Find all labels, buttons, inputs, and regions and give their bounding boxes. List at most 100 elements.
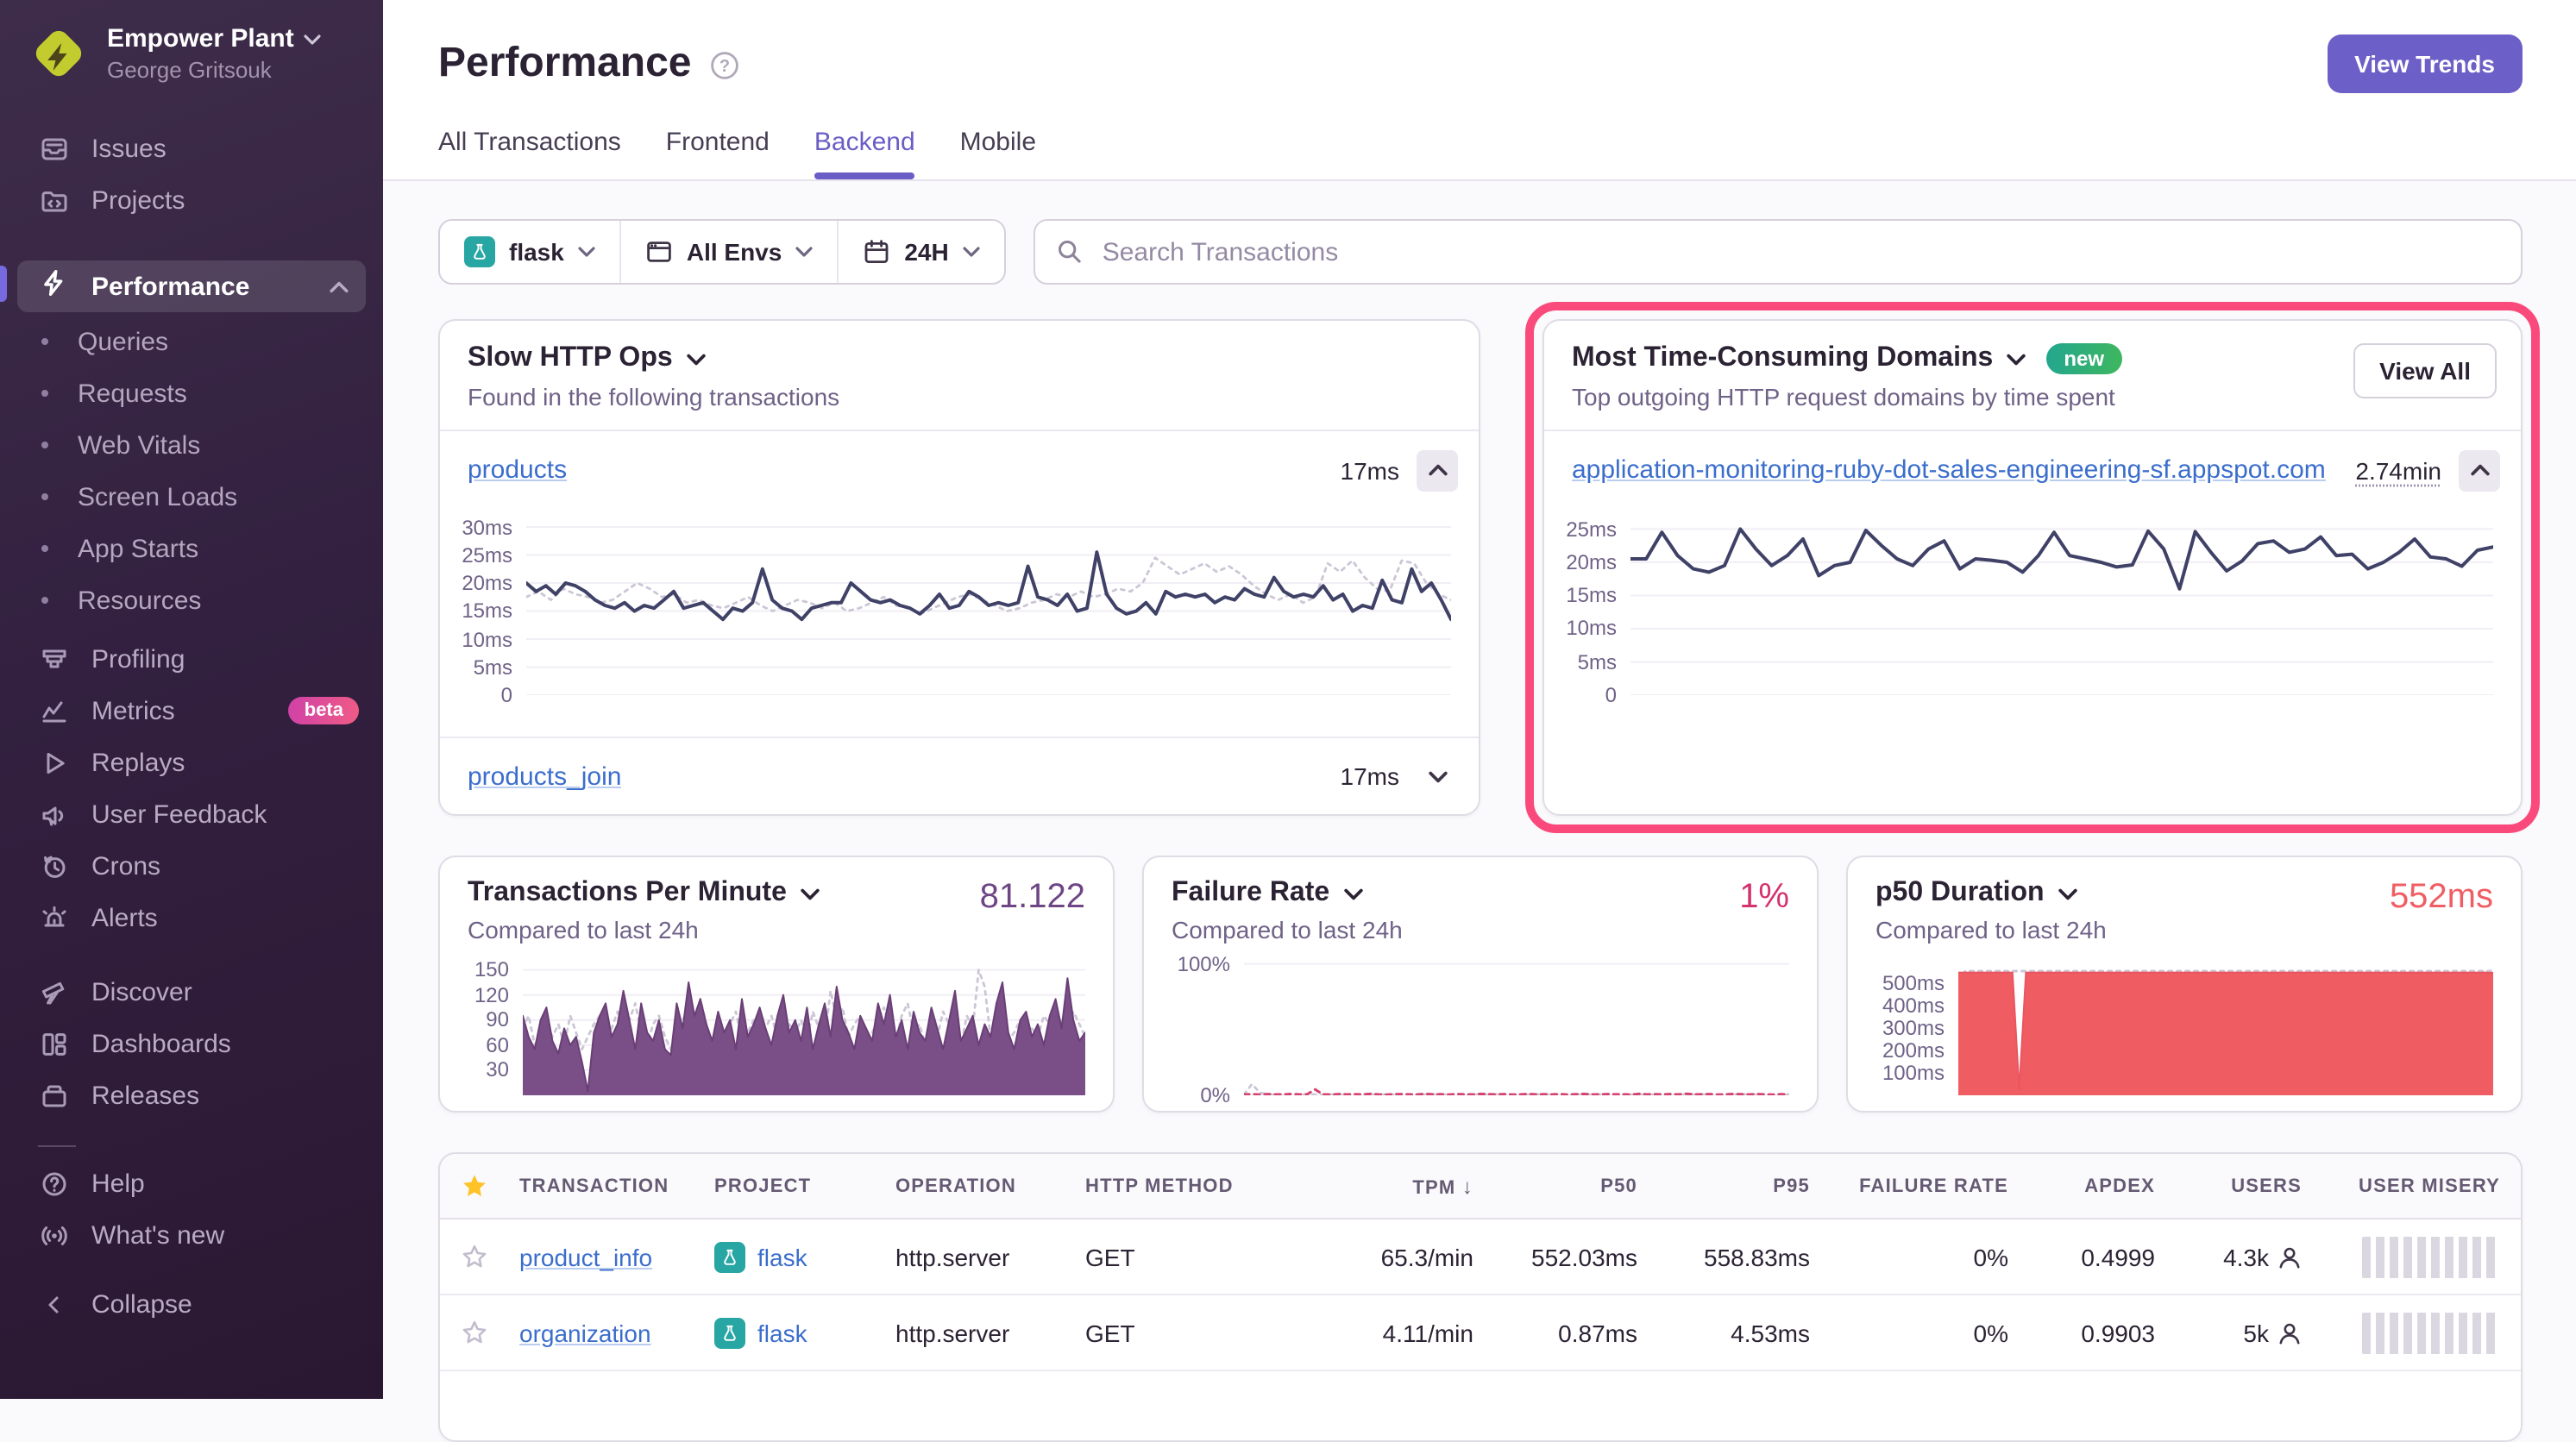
transaction-link[interactable]: products	[468, 455, 567, 485]
transaction-link[interactable]: organization	[519, 1319, 651, 1346]
perf-children: QueriesRequestsWeb VitalsScreen LoadsApp…	[0, 316, 383, 626]
column-header-failure-rate[interactable]: Failure Rate	[1810, 1176, 2008, 1196]
tab-backend[interactable]: Backend	[814, 128, 915, 179]
p95-cell: 558.83ms	[1637, 1243, 1810, 1270]
collapse-row-button[interactable]	[1417, 449, 1458, 491]
favorite-toggle[interactable]	[461, 1243, 519, 1270]
view-trends-button[interactable]: View Trends	[2327, 34, 2523, 93]
failure-rate-title[interactable]: Failure Rate	[1172, 878, 1329, 909]
chevron-down-icon[interactable]	[687, 353, 706, 365]
y-axis-labels: 25ms20ms15ms10ms5ms0	[1558, 516, 1630, 695]
project-filter[interactable]: flask	[440, 221, 619, 283]
tab-frontend[interactable]: Frontend	[666, 128, 770, 179]
sidebar-item-screen-loads[interactable]: Screen Loads	[0, 471, 383, 523]
tab-all-transactions[interactable]: All Transactions	[438, 128, 621, 179]
sidebar-item-label: Discover	[91, 977, 192, 1006]
transaction-link[interactable]: product_info	[519, 1243, 652, 1270]
p50-duration-value: 552ms	[2390, 878, 2493, 918]
column-header-project[interactable]: Project	[714, 1176, 895, 1196]
sidebar-item-label: User Feedback	[91, 799, 267, 829]
sidebar-item-queries[interactable]: Queries	[0, 316, 383, 367]
sidebar-item-help[interactable]: Help	[0, 1157, 383, 1209]
p50-cell: 552.03ms	[1473, 1243, 1637, 1270]
tab-mobile[interactable]: Mobile	[960, 128, 1036, 179]
sidebar-item-releases[interactable]: Releases	[0, 1069, 383, 1121]
page-content: flask All Envs 24H	[383, 181, 2576, 1442]
project-cell[interactable]: flask	[714, 1317, 895, 1348]
sidebar-item-app-starts[interactable]: App Starts	[0, 523, 383, 574]
column-header-transaction[interactable]: Transaction	[519, 1176, 714, 1196]
column-header-operation[interactable]: Operation	[895, 1176, 1085, 1196]
search-transactions-box[interactable]	[1034, 219, 2523, 285]
sidebar-item-user-feedback[interactable]: User Feedback	[0, 788, 383, 840]
sidebar-item-web-vitals[interactable]: Web Vitals	[0, 419, 383, 471]
help-icon	[38, 1168, 69, 1199]
http-method-cell: GET	[1085, 1243, 1292, 1270]
sidebar: Empower Plant George Gritsouk Issues Pro…	[0, 0, 383, 1399]
broadcast-icon	[38, 1219, 69, 1251]
chevron-up-icon	[1428, 464, 1447, 476]
domain-time-spent[interactable]: 2.74min	[2334, 456, 2441, 484]
sidebar-item-projects[interactable]: Projects	[0, 174, 383, 226]
chevron-down-icon[interactable]	[2007, 353, 2026, 365]
chevron-down-icon[interactable]	[2058, 887, 2077, 900]
environment-icon	[645, 238, 673, 266]
chevron-down-icon[interactable]	[1343, 887, 1362, 900]
failure-rate-value: 1%	[1739, 878, 1789, 918]
transaction-row-products: products 17ms	[440, 431, 1479, 509]
column-header-user-misery[interactable]: User Misery	[2302, 1176, 2500, 1196]
environment-filter[interactable]: All Envs	[619, 221, 838, 283]
chevron-up-icon	[330, 280, 349, 292]
sidebar-item-performance[interactable]: Performance	[17, 260, 366, 312]
transaction-link[interactable]: products_join	[468, 762, 621, 791]
column-header-p95[interactable]: P95	[1637, 1176, 1810, 1196]
column-header-apdex[interactable]: Apdex	[2008, 1176, 2155, 1196]
transaction-row-products-join: products_join 17ms	[440, 737, 1479, 814]
sidebar-item-profiling[interactable]: Profiling	[0, 633, 383, 685]
sidebar-item-replays[interactable]: Replays	[0, 737, 383, 788]
view-all-button[interactable]: View All	[2353, 343, 2497, 398]
telescope-icon	[38, 976, 69, 1007]
sidebar-item-crons[interactable]: Crons	[0, 840, 383, 892]
sidebar-item-alerts[interactable]: Alerts	[0, 892, 383, 944]
date-range-filter[interactable]: 24H	[837, 221, 1003, 283]
table-row: organization flask http.server GET 4.11/…	[440, 1295, 2521, 1371]
expand-row-button[interactable]	[1417, 755, 1458, 797]
tpm-title[interactable]: Transactions Per Minute	[468, 878, 787, 909]
domains-panel-title[interactable]: Most Time-Consuming Domains	[1572, 343, 1993, 374]
column-header-p50[interactable]: P50	[1473, 1176, 1637, 1196]
sidebar-item-requests[interactable]: Requests	[0, 367, 383, 419]
search-input[interactable]	[1099, 235, 2500, 268]
org-switcher[interactable]: Empower Plant George Gritsouk	[0, 0, 383, 98]
sidebar-item-label: Replays	[91, 748, 185, 777]
collapse-row-button[interactable]	[2459, 449, 2500, 491]
favorite-toggle[interactable]	[461, 1319, 519, 1346]
column-header-http-method[interactable]: HTTP Method	[1085, 1176, 1292, 1196]
chevron-down-icon[interactable]	[801, 887, 820, 900]
user-icon	[2278, 1245, 2302, 1269]
sidebar-collapse-button[interactable]: Collapse	[0, 1278, 383, 1330]
sidebar-item-dashboards[interactable]: Dashboards	[0, 1018, 383, 1069]
failure-rate-cell: 0%	[1810, 1243, 2008, 1270]
column-header-tpm[interactable]: TPM ↓	[1292, 1174, 1473, 1198]
domain-link[interactable]: application-monitoring-ruby-dot-sales-en…	[1572, 455, 2326, 485]
p50-duration-title[interactable]: p50 Duration	[1875, 878, 2045, 909]
favorites-column-header[interactable]	[461, 1172, 519, 1200]
help-circle-icon[interactable]: ?	[708, 50, 739, 90]
filter-bar: flask All Envs 24H	[438, 219, 2523, 285]
sidebar-item-label: Releases	[91, 1081, 199, 1110]
page-title: Performance	[438, 34, 691, 93]
user-misery-score-bar	[2362, 1236, 2500, 1277]
sidebar-item-whats-new[interactable]: What's new	[0, 1209, 383, 1261]
project-cell[interactable]: flask	[714, 1241, 895, 1272]
sidebar-item-label: Alerts	[91, 903, 158, 932]
sidebar-item-issues[interactable]: Issues	[0, 122, 383, 174]
sidebar-item-metrics[interactable]: Metrics beta	[0, 685, 383, 737]
column-header-users[interactable]: Users	[2155, 1176, 2302, 1196]
sidebar-item-resources[interactable]: Resources	[0, 574, 383, 626]
p50-duration-card: p50 Duration 552ms Compared to last 24h …	[1846, 856, 2523, 1113]
sidebar-item-discover[interactable]: Discover	[0, 966, 383, 1018]
calendar-icon	[863, 238, 890, 266]
slow-http-ops-title[interactable]: Slow HTTP Ops	[468, 343, 673, 374]
megaphone-icon	[38, 799, 69, 830]
